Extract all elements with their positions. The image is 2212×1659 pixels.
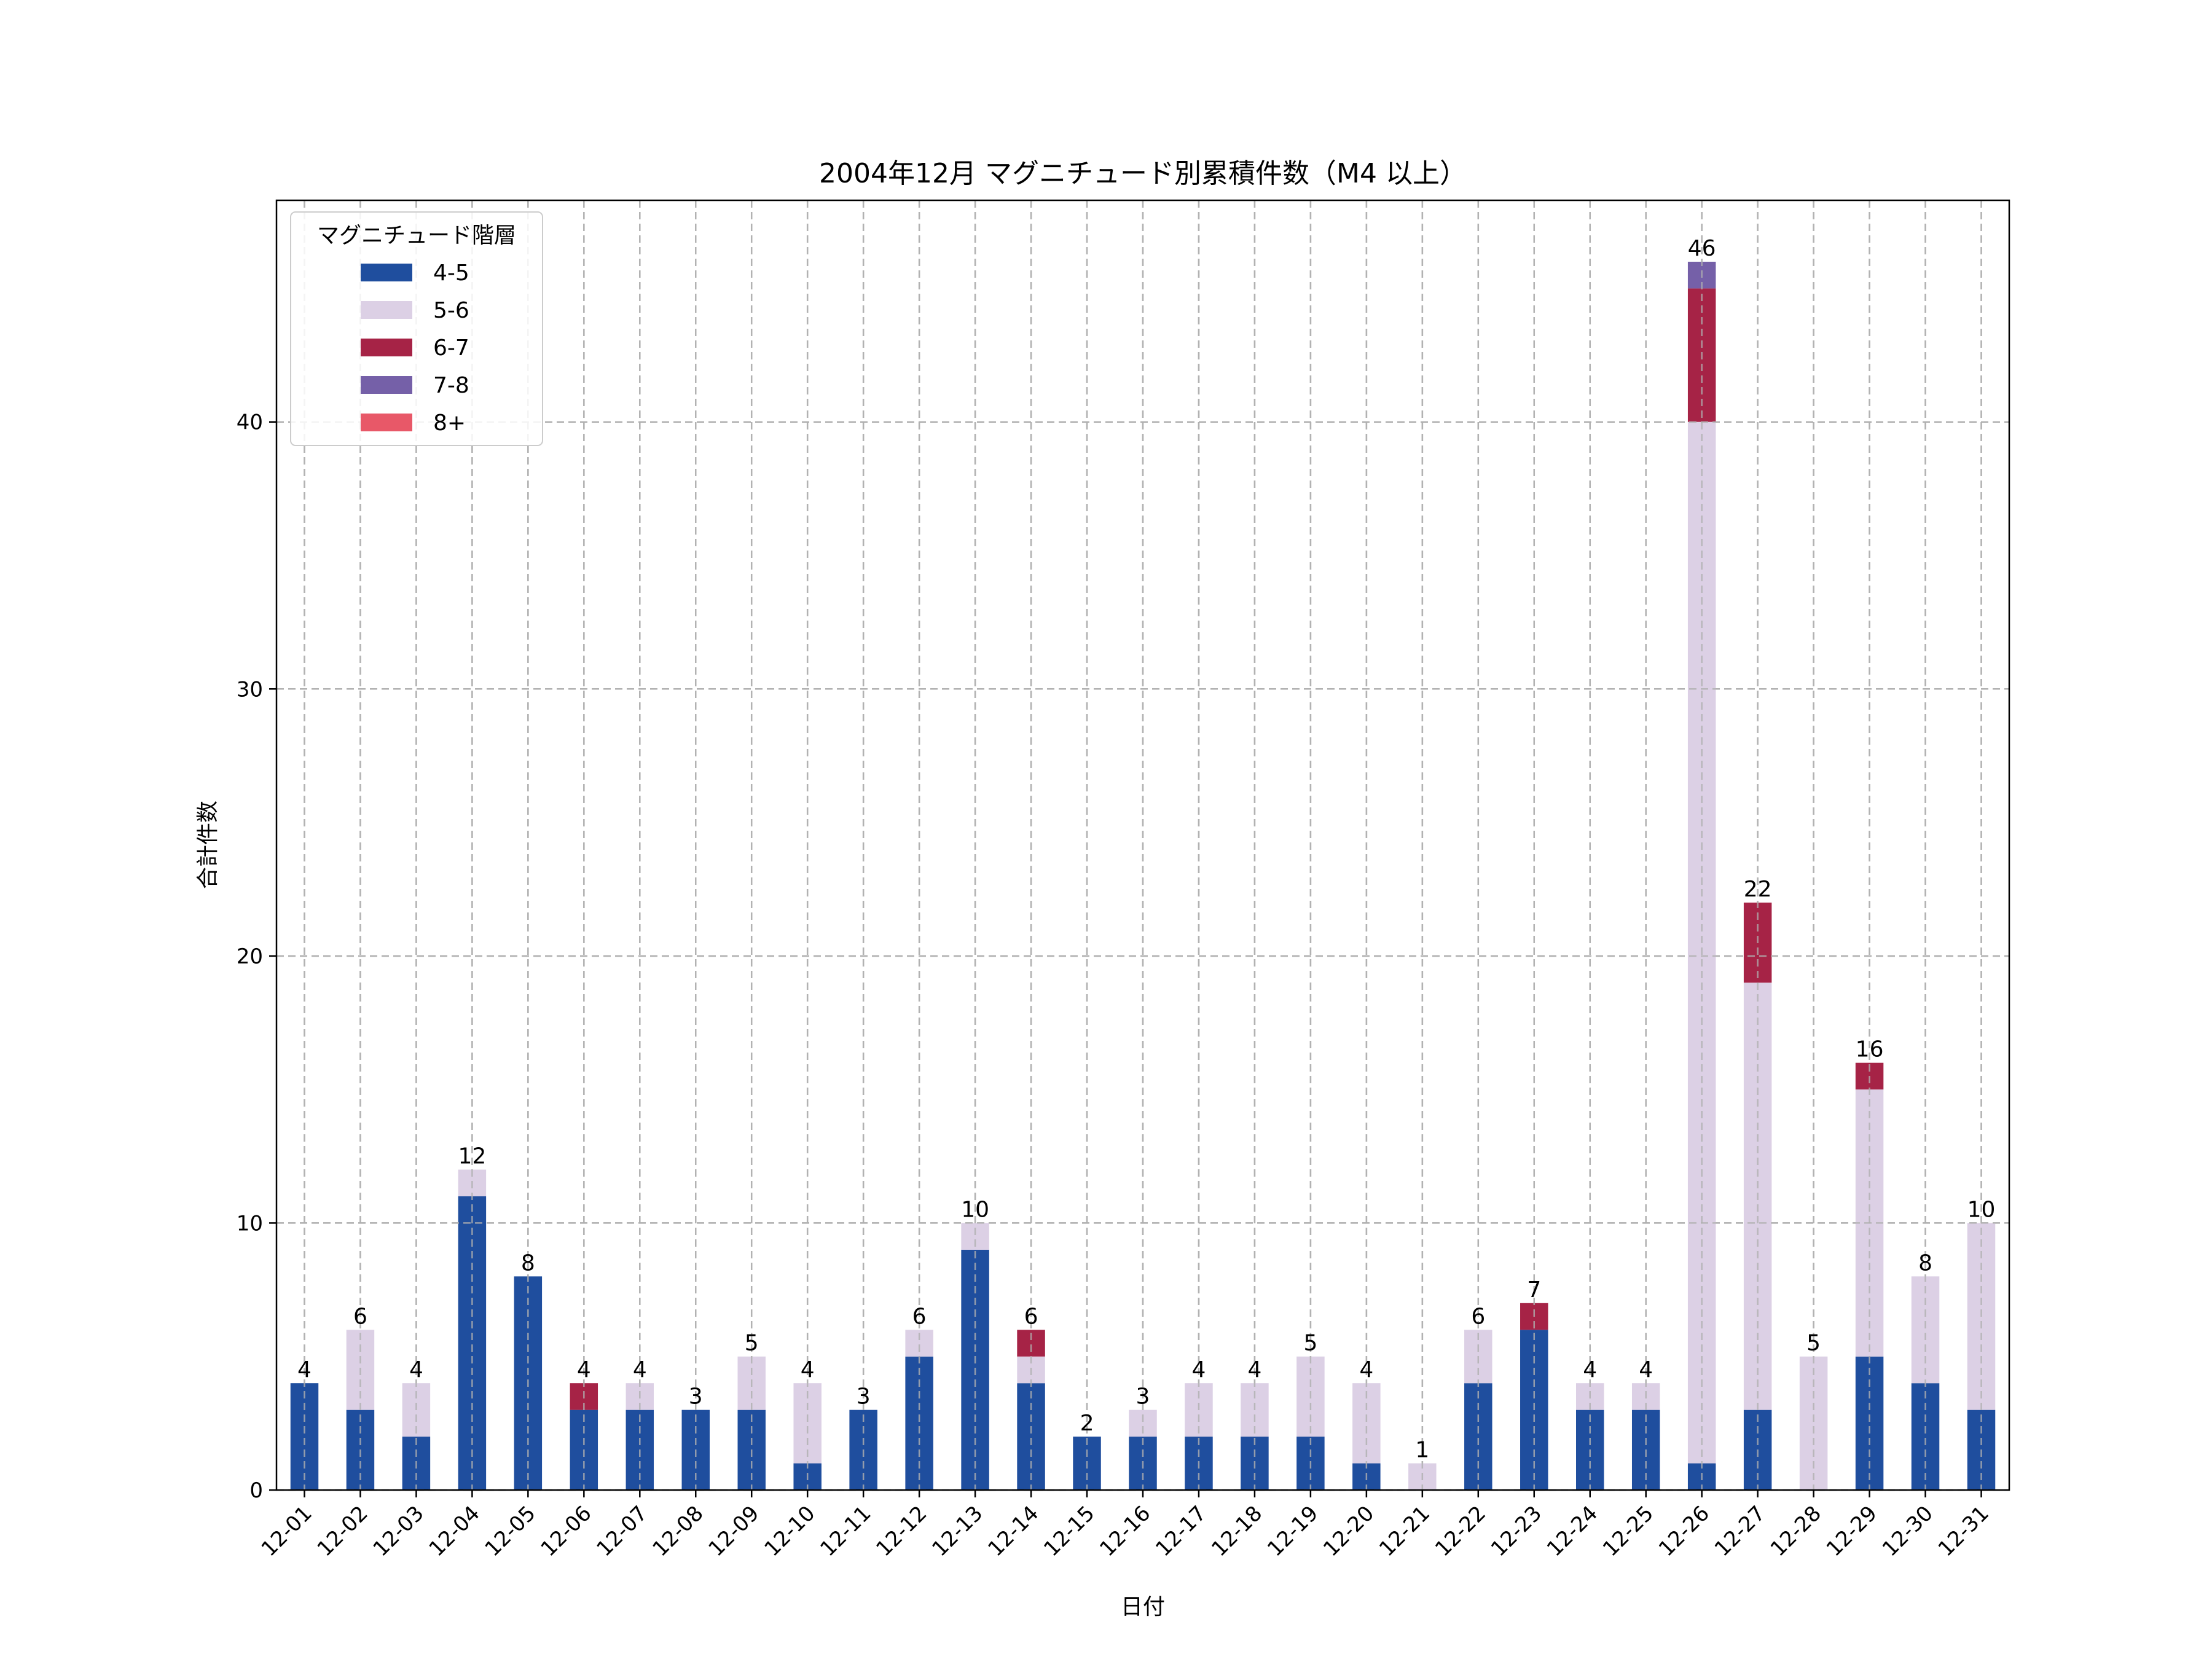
- bar-total-label: 3: [857, 1384, 871, 1410]
- x-tick-label: 12-09: [704, 1501, 764, 1561]
- bar-total-label: 4: [633, 1357, 647, 1382]
- legend-swatch: [361, 376, 412, 394]
- bar-total-label: 8: [1918, 1250, 1932, 1276]
- bar-total-label: 2: [1080, 1411, 1094, 1436]
- bar-total-label: 22: [1744, 877, 1772, 902]
- x-tick-label: 12-25: [1598, 1501, 1658, 1561]
- legend-label: 4-5: [433, 261, 469, 286]
- legend-title: マグニチュード階層: [317, 223, 516, 248]
- x-tick-label: 12-28: [1766, 1501, 1826, 1561]
- x-tick-label: 12-17: [1151, 1501, 1211, 1561]
- x-tick-label: 12-03: [369, 1501, 429, 1561]
- bar-total-label: 46: [1688, 236, 1716, 261]
- x-tick-label: 12-27: [1710, 1501, 1770, 1561]
- x-tick-label: 12-14: [983, 1501, 1043, 1561]
- x-tick-label: 12-22: [1430, 1501, 1491, 1561]
- bar-total-label: 3: [689, 1384, 703, 1410]
- x-tick-label: 12-01: [257, 1501, 317, 1561]
- legend-label: 6-7: [433, 335, 469, 361]
- bar-total-label: 7: [1527, 1277, 1541, 1303]
- x-tick-label: 12-02: [313, 1501, 373, 1561]
- legend-swatch: [361, 264, 412, 281]
- bar-total-label: 12: [458, 1144, 486, 1169]
- y-tick-label: 10: [237, 1211, 263, 1236]
- bar-total-label: 6: [353, 1304, 367, 1329]
- x-tick-label: 12-06: [536, 1501, 597, 1561]
- x-tick-label: 12-24: [1542, 1501, 1602, 1561]
- x-tick-label: 12-07: [592, 1501, 653, 1561]
- x-tick-label: 12-18: [1207, 1501, 1267, 1561]
- bar-total-label: 4: [801, 1357, 815, 1382]
- x-tick-label: 12-19: [1263, 1501, 1323, 1561]
- bar-segment: [1017, 1383, 1045, 1490]
- bar-total-label: 4: [577, 1357, 591, 1382]
- bar-segment: [1799, 1356, 1828, 1490]
- x-tick-label: 12-15: [1039, 1501, 1099, 1561]
- bar-total-label: 6: [1024, 1304, 1038, 1329]
- bar-total-label: 1: [1415, 1438, 1429, 1463]
- legend-swatch: [361, 339, 412, 356]
- y-tick-label: 30: [237, 677, 263, 702]
- x-axis-label: 日付: [1121, 1594, 1165, 1620]
- bar-segment: [290, 1383, 319, 1490]
- x-tick-label: 12-04: [425, 1501, 485, 1561]
- x-tick-label: 12-10: [759, 1501, 820, 1561]
- bar-total-label: 6: [1471, 1304, 1485, 1329]
- y-tick-label: 0: [249, 1478, 263, 1503]
- legend-swatch: [361, 414, 412, 431]
- bar-total-label: 4: [409, 1357, 423, 1382]
- y-tick-label: 40: [237, 410, 263, 435]
- x-tick-label: 12-23: [1486, 1501, 1547, 1561]
- x-tick-label: 12-12: [871, 1501, 931, 1561]
- x-tick-label: 12-31: [1934, 1501, 1994, 1561]
- bar-total-label: 4: [1583, 1357, 1597, 1382]
- bar-total-label: 16: [1856, 1037, 1884, 1062]
- bar-total-label: 8: [521, 1250, 535, 1276]
- x-tick-label: 12-21: [1375, 1501, 1435, 1561]
- bar-total-label: 5: [1806, 1331, 1821, 1356]
- x-tick-label: 12-05: [480, 1501, 541, 1561]
- bar-total-label: 5: [745, 1331, 759, 1356]
- bar-total-label: 4: [1639, 1357, 1653, 1382]
- bar-total-label: 4: [1359, 1357, 1373, 1382]
- bar-segment: [1855, 1356, 1884, 1490]
- x-tick-label: 12-11: [815, 1501, 876, 1561]
- bar-total-label: 4: [297, 1357, 312, 1382]
- y-tick-label: 20: [237, 944, 263, 969]
- legend-label: 5-6: [433, 298, 469, 323]
- legend-label: 8+: [433, 410, 466, 436]
- x-tick-label: 12-26: [1654, 1501, 1714, 1561]
- x-tick-label: 12-30: [1878, 1501, 1938, 1561]
- bar-total-label: 10: [1967, 1197, 1996, 1222]
- x-tick-label: 12-20: [1319, 1501, 1379, 1561]
- bar-segment: [1464, 1383, 1492, 1490]
- legend: マグニチュード階層 4-5 5-6 6-7 7-8 8+: [290, 211, 543, 446]
- bar-total-label: 6: [912, 1304, 927, 1329]
- x-tick-label: 12-08: [648, 1501, 708, 1561]
- x-tick-label: 12-13: [927, 1501, 987, 1561]
- bars: [276, 200, 2009, 1491]
- bar-total-label: 5: [1303, 1331, 1317, 1356]
- bar-segment: [1911, 1276, 1940, 1384]
- x-tick-label: 12-16: [1095, 1501, 1155, 1561]
- legend-box: [290, 211, 543, 446]
- bar-total-label: 3: [1136, 1384, 1150, 1410]
- legend-swatch: [361, 301, 412, 319]
- x-tick-label: 12-29: [1822, 1501, 1882, 1561]
- legend-label: 7-8: [433, 373, 469, 398]
- bar-segment: [905, 1356, 933, 1490]
- bar-total-label: 10: [961, 1197, 989, 1222]
- chart-title: 2004年12月 マグニチュード別累積件数（M4 以上）: [819, 158, 1467, 189]
- bar-total-label: 4: [1192, 1357, 1206, 1382]
- y-axis-label: 合計件数: [195, 801, 221, 889]
- bar-segment: [1911, 1383, 1940, 1490]
- bar-total-label: 4: [1247, 1357, 1261, 1382]
